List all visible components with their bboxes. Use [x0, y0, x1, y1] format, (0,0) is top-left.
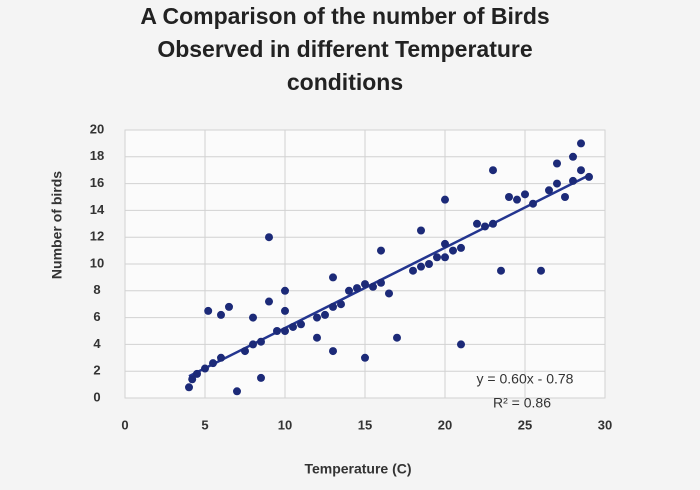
x-tick-label: 10	[278, 417, 292, 432]
y-tick-label: 6	[93, 309, 100, 324]
scatter-point	[441, 195, 449, 204]
scatter-point	[569, 152, 577, 161]
scatter-point	[513, 195, 521, 204]
x-tick-label: 20	[438, 417, 452, 432]
chart-title: A Comparison of the number of Birds Obse…	[140, 3, 550, 95]
scatter-point	[329, 273, 337, 282]
scatter-point	[361, 353, 369, 362]
scatter-point	[489, 219, 497, 228]
scatter-point	[561, 193, 569, 201]
scatter-point	[257, 337, 265, 346]
scatter-point	[553, 159, 561, 168]
scatter-point	[505, 193, 513, 201]
scatter-point	[281, 286, 289, 295]
scatter-point	[249, 340, 257, 349]
scatter-point	[577, 139, 585, 148]
y-tick-label: 4	[93, 336, 101, 351]
scatter-point	[417, 226, 425, 235]
scatter-point	[577, 166, 585, 175]
r-squared: R² = 0.86	[493, 395, 551, 411]
scatter-point	[185, 383, 193, 392]
scatter-point	[489, 166, 497, 175]
scatter-point	[297, 320, 305, 329]
scatter-point	[281, 327, 289, 335]
scatter-point	[537, 266, 545, 275]
scatter-point	[585, 172, 593, 181]
y-axis-label: Number of birds	[49, 171, 65, 279]
scatter-point	[289, 322, 297, 331]
scatter-point	[521, 190, 529, 199]
scatter-point	[201, 364, 209, 373]
scatter-point	[273, 327, 281, 335]
scatter-point	[233, 387, 241, 396]
scatter-point	[313, 313, 321, 322]
scatter-point	[569, 176, 577, 185]
scatter-point	[481, 222, 489, 231]
scatter-point	[281, 306, 289, 315]
scatter-point	[457, 340, 465, 349]
scatter-point	[473, 219, 481, 228]
x-tick-label: 0	[121, 417, 128, 432]
scatter-point	[337, 300, 345, 309]
scatter-point	[241, 347, 249, 356]
scatter-point	[377, 278, 385, 287]
scatter-point	[204, 306, 213, 315]
x-tick-label: 15	[358, 417, 372, 432]
trendline-equation: y = 0.60x - 0.78	[477, 371, 574, 387]
scatter-point	[369, 282, 377, 291]
scatter-point	[425, 260, 433, 268]
scatter-point	[329, 302, 337, 311]
y-tick-label: 8	[93, 282, 100, 297]
y-tick-label: 10	[90, 255, 104, 270]
y-tick-label: 14	[90, 202, 105, 217]
scatter-point	[345, 286, 353, 295]
scatter-point	[385, 289, 393, 298]
scatter-point	[265, 297, 273, 306]
scatter-point	[225, 302, 233, 311]
scatter-point	[545, 186, 553, 195]
x-axis-label: Temperature (C)	[304, 461, 411, 477]
scatter-point	[449, 246, 457, 255]
scatter-point	[393, 333, 401, 342]
y-tick-label: 2	[93, 363, 100, 378]
scatter-point	[193, 369, 201, 378]
y-tick-label: 18	[90, 148, 104, 163]
y-tick-label: 12	[90, 229, 104, 244]
scatter-point	[529, 199, 537, 208]
scatter-point	[433, 253, 441, 262]
scatter-point	[329, 347, 337, 356]
scatter-point	[377, 246, 385, 255]
scatter-point	[265, 233, 273, 242]
scatter-point	[497, 266, 505, 275]
scatter-point	[209, 359, 217, 368]
scatter-point	[441, 239, 449, 248]
scatter-point	[313, 333, 321, 342]
scatter-point	[553, 179, 561, 188]
scatter-point	[217, 310, 225, 319]
x-tick-label: 5	[201, 417, 208, 432]
y-tick-label: 20	[90, 121, 104, 136]
y-tick-label: 0	[93, 389, 100, 404]
scatter-point	[188, 375, 197, 384]
scatter-point	[441, 253, 449, 262]
scatter-point	[417, 262, 425, 271]
scatter-point	[457, 243, 465, 252]
x-tick-label: 25	[518, 417, 532, 432]
scatter-point	[361, 280, 369, 289]
x-tick-label: 30	[598, 417, 612, 432]
scatter-point	[321, 310, 329, 319]
y-tick-label: 16	[90, 175, 104, 190]
scatter-point	[409, 266, 417, 275]
scatter-point	[217, 353, 225, 362]
scatter-point	[257, 373, 265, 382]
scatter-point	[353, 284, 361, 293]
scatter-point	[249, 313, 257, 322]
